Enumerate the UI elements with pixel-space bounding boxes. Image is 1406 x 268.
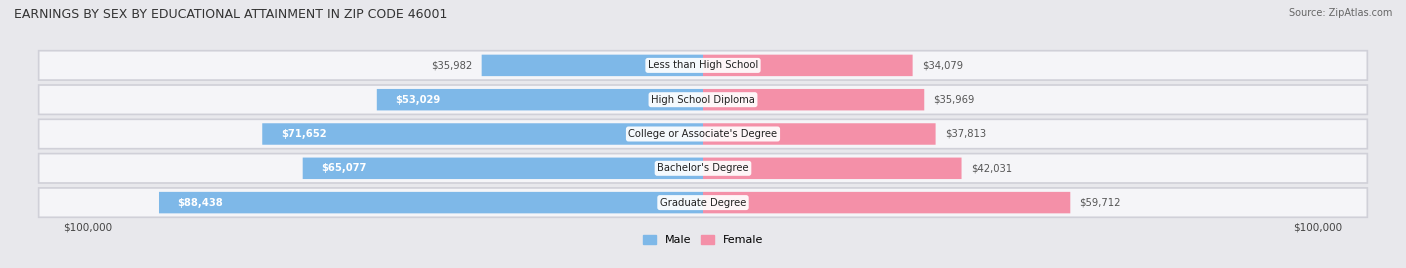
FancyBboxPatch shape	[482, 55, 703, 76]
FancyBboxPatch shape	[703, 123, 935, 145]
FancyBboxPatch shape	[263, 123, 703, 145]
Text: $65,077: $65,077	[321, 163, 367, 173]
Text: College or Associate's Degree: College or Associate's Degree	[628, 129, 778, 139]
Text: EARNINGS BY SEX BY EDUCATIONAL ATTAINMENT IN ZIP CODE 46001: EARNINGS BY SEX BY EDUCATIONAL ATTAINMEN…	[14, 8, 447, 21]
Text: Bachelor's Degree: Bachelor's Degree	[657, 163, 749, 173]
Legend: Male, Female: Male, Female	[643, 235, 763, 245]
Text: $42,031: $42,031	[970, 163, 1012, 173]
FancyBboxPatch shape	[703, 89, 924, 110]
Text: $59,712: $59,712	[1080, 198, 1121, 208]
Text: Graduate Degree: Graduate Degree	[659, 198, 747, 208]
Text: Source: ZipAtlas.com: Source: ZipAtlas.com	[1288, 8, 1392, 18]
FancyBboxPatch shape	[38, 85, 1368, 114]
Text: High School Diploma: High School Diploma	[651, 95, 755, 105]
FancyBboxPatch shape	[703, 158, 962, 179]
Text: $88,438: $88,438	[177, 198, 224, 208]
Text: Less than High School: Less than High School	[648, 60, 758, 70]
Text: $53,029: $53,029	[395, 95, 440, 105]
FancyBboxPatch shape	[38, 119, 1368, 149]
FancyBboxPatch shape	[38, 188, 1368, 217]
Text: $71,652: $71,652	[281, 129, 326, 139]
Text: $34,079: $34,079	[922, 60, 963, 70]
FancyBboxPatch shape	[703, 192, 1070, 213]
Text: $37,813: $37,813	[945, 129, 986, 139]
FancyBboxPatch shape	[302, 158, 703, 179]
FancyBboxPatch shape	[38, 51, 1368, 80]
FancyBboxPatch shape	[377, 89, 703, 110]
FancyBboxPatch shape	[703, 55, 912, 76]
FancyBboxPatch shape	[38, 154, 1368, 183]
Text: $35,969: $35,969	[934, 95, 974, 105]
FancyBboxPatch shape	[159, 192, 703, 213]
Text: $35,982: $35,982	[432, 60, 472, 70]
